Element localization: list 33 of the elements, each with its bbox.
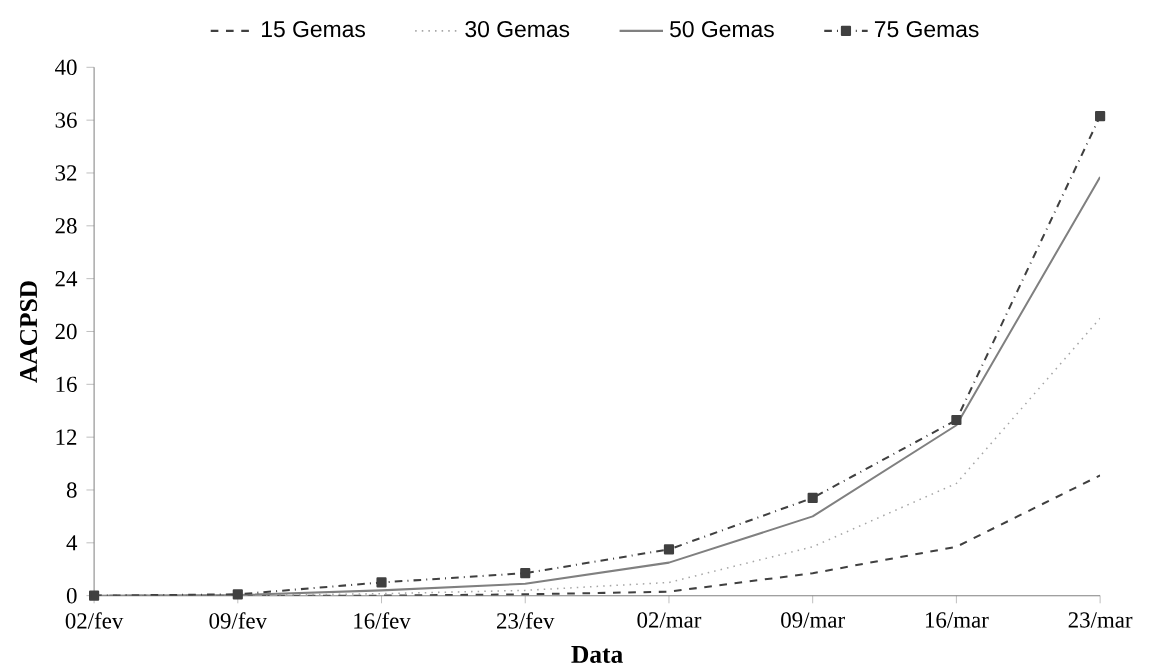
x-tick-label: 23/mar: [1068, 612, 1133, 628]
x-tick-label: 16/mar: [925, 612, 989, 628]
point: [807, 492, 818, 503]
point: [663, 544, 675, 555]
x-tick-label: 02/mar: [637, 612, 702, 628]
y-tick-label: 4: [66, 535, 78, 551]
x-tick-label: 02/fev: [65, 612, 124, 629]
legend-label: 75 Gemas: [874, 20, 979, 38]
legend-label: 15 Gemas: [262, 20, 366, 38]
x-axis-title: Data: [571, 646, 623, 663]
y-tick-label: 20: [55, 323, 77, 340]
point: [232, 589, 243, 600]
legend-label: 30 Gemas: [465, 20, 570, 38]
y-tick-label: 8: [66, 482, 77, 498]
y-tick-label: 0: [66, 587, 77, 604]
point: [951, 414, 962, 426]
y-tick-label: 16: [56, 376, 77, 393]
y-tick-label: 36: [55, 112, 77, 128]
y-tick-label: 12: [56, 429, 77, 445]
y-axis-title: AACPSD: [20, 281, 38, 383]
y-tick-label: 28: [55, 218, 77, 234]
point: [376, 577, 387, 588]
point: [520, 568, 531, 579]
x-tick-label: 09/mar: [781, 612, 845, 628]
y-tick-label: 40: [55, 59, 77, 76]
point: [1095, 111, 1106, 122]
point: [89, 590, 100, 601]
legend-label: 50 Gemas: [670, 20, 774, 38]
x-tick-label: 09/fev: [209, 612, 268, 629]
x-tick-label: 16/fev: [354, 612, 411, 629]
y-tick-label: 24: [55, 271, 78, 287]
x-tick-label: 23/fev: [497, 612, 555, 629]
y-tick-label: 32: [55, 165, 77, 181]
